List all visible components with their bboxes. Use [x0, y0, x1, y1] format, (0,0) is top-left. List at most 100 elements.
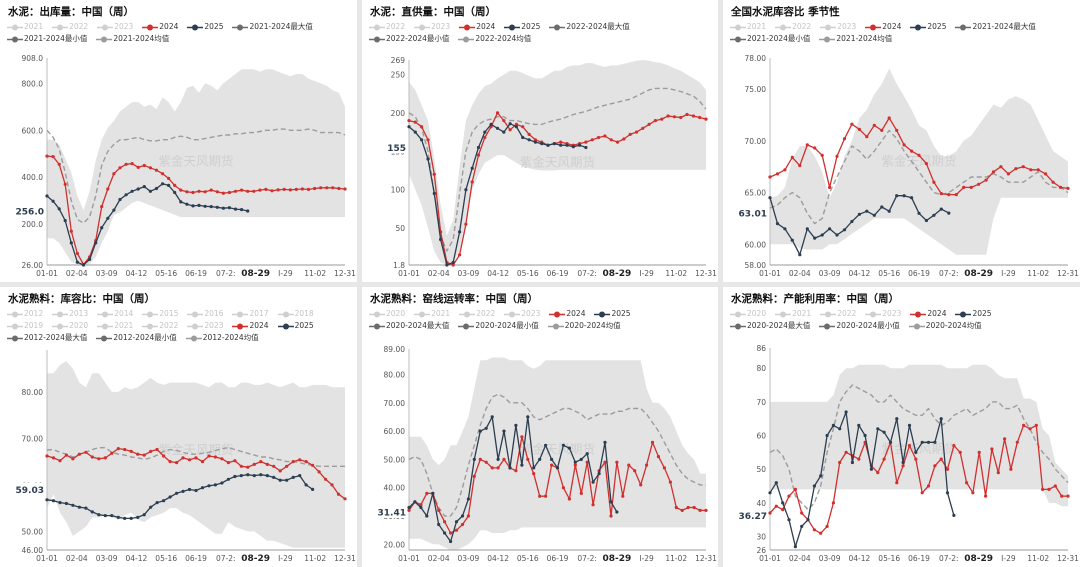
data-point-2024	[621, 494, 625, 498]
legend-item[interactable]: 2023	[503, 308, 540, 320]
legend-label: 2024	[476, 22, 496, 31]
legend-item[interactable]: 2012-2024均值	[185, 332, 259, 344]
legend-item[interactable]: 2025	[954, 308, 992, 320]
data-point-2025	[774, 481, 778, 485]
legend-item[interactable]: 2020-2024均值	[547, 320, 621, 332]
legend-item[interactable]: 2015	[141, 308, 178, 320]
legend-item[interactable]: 2022	[368, 21, 405, 33]
legend-marker-icon	[277, 323, 294, 329]
legend-item[interactable]: 2025	[186, 21, 223, 33]
legend-item[interactable]: 2012	[6, 308, 43, 320]
legend-item[interactable]: 2023	[186, 320, 223, 332]
legend-item[interactable]: 2021	[96, 320, 133, 332]
legend-item[interactable]: 2021	[6, 21, 43, 33]
x-tick-label: 02-04	[789, 554, 811, 563]
legend-item[interactable]: 2021	[729, 21, 766, 33]
legend-item[interactable]: 2020	[368, 308, 405, 320]
data-point-2024	[200, 460, 205, 464]
legend-item[interactable]: 2025	[909, 21, 946, 33]
data-point-2024	[495, 111, 500, 115]
data-point-2024	[227, 190, 231, 195]
legend-item[interactable]: 2022-2024最大值	[548, 21, 630, 33]
data-point-2024	[57, 162, 61, 166]
data-point-2025	[567, 446, 571, 450]
legend-item[interactable]: 2014	[96, 308, 133, 320]
data-point-2025	[233, 474, 237, 479]
legend-item[interactable]: 2022	[774, 21, 811, 33]
legend-marker-icon	[955, 24, 972, 30]
legend-label: 2022	[159, 321, 179, 330]
data-point-2025	[470, 166, 474, 170]
legend-item[interactable]: 2021	[413, 308, 450, 320]
legend-item[interactable]: 2022-2024均值	[457, 33, 531, 45]
data-point-2024	[680, 508, 684, 512]
data-point-2024	[835, 154, 839, 158]
series-line-2021-2024均值	[46, 128, 346, 224]
data-point-2024	[179, 188, 183, 192]
x-tick-label: 11-02	[665, 269, 687, 278]
legend-item[interactable]: 2020-2024最大值	[729, 320, 810, 332]
legend-item[interactable]: 2024	[231, 320, 269, 332]
legend-item[interactable]: 2024	[141, 21, 178, 33]
data-point-2024	[330, 483, 334, 487]
data-point-2024	[653, 119, 657, 123]
legend-item[interactable]: 2023	[819, 21, 856, 33]
legend-item[interactable]: 2020-2024最小值	[818, 320, 900, 332]
legend-item[interactable]: 2022	[51, 21, 88, 33]
legend-item[interactable]: 2020	[51, 320, 88, 332]
legend-item[interactable]: 2020-2024均值	[908, 320, 982, 332]
data-point-2025	[793, 545, 797, 549]
legend-item[interactable]: 2021-2024最大值	[954, 21, 1036, 33]
legend-item[interactable]: 2016	[186, 308, 223, 320]
data-point-2024	[984, 178, 988, 182]
legend-item[interactable]: 2022	[458, 308, 495, 320]
legend-item[interactable]: 2022	[141, 320, 178, 332]
legend-item[interactable]: 2024	[548, 308, 585, 320]
legend-item[interactable]: 2021-2024最小值	[729, 33, 810, 45]
data-point-2025	[136, 187, 140, 191]
legend-item[interactable]: 2021-2024最小值	[6, 33, 87, 45]
current-value-background	[376, 140, 407, 154]
legend-item[interactable]: 2023	[413, 21, 450, 33]
legend-item[interactable]: 2020	[729, 308, 766, 320]
data-point-2024	[215, 190, 219, 194]
current-value-label: 36.27	[739, 512, 767, 522]
x-tick-label: 07-2:	[939, 269, 959, 278]
legend-item[interactable]: 2020-2024最大值	[368, 320, 449, 332]
data-point-2025	[84, 506, 88, 510]
legend-item[interactable]: 2025	[503, 21, 540, 33]
legend-item[interactable]: 2019	[6, 320, 43, 332]
data-point-2025	[437, 522, 441, 527]
data-point-2025	[926, 440, 931, 444]
data-point-2024	[502, 457, 506, 461]
legend-item[interactable]: 2021-2024均值	[818, 33, 892, 45]
legend-item[interactable]: 2022	[819, 308, 856, 320]
legend-item[interactable]: 2012-2024最大值	[6, 332, 87, 344]
legend-item[interactable]: 2024	[864, 21, 901, 33]
legend-item[interactable]: 2021	[774, 308, 811, 320]
data-point-2025	[555, 466, 560, 470]
legend-item[interactable]: 2025	[277, 320, 314, 332]
data-point-2025	[561, 443, 565, 447]
legend-item[interactable]: 2017	[231, 308, 269, 320]
legend-item[interactable]: 2022-2024最小值	[368, 33, 449, 45]
legend-item[interactable]: 2023	[864, 308, 901, 320]
data-point-2025	[532, 466, 536, 470]
data-point-2025	[932, 213, 936, 217]
legend-item[interactable]: 2024	[458, 21, 495, 33]
data-point-2025	[311, 487, 315, 491]
legend-item[interactable]: 2018	[277, 308, 314, 320]
data-point-2024	[952, 444, 956, 448]
legend-item[interactable]: 2025	[593, 308, 631, 320]
y-tick-label: 80.00	[22, 388, 44, 397]
legend-item[interactable]: 2013	[51, 308, 88, 320]
legend-item[interactable]: 2012-2024最小值	[95, 332, 177, 344]
legend-item[interactable]: 2021-2024最大值	[231, 21, 313, 33]
legend-item[interactable]: 2021-2024均值	[95, 33, 169, 45]
legend-marker-icon	[955, 311, 972, 317]
legend-item[interactable]: 2020-2024最小值	[457, 320, 539, 332]
legend-item[interactable]: 2024	[909, 308, 946, 320]
legend-marker-icon	[819, 323, 836, 329]
data-point-2024	[1066, 494, 1070, 498]
legend-item[interactable]: 2023	[96, 21, 133, 33]
